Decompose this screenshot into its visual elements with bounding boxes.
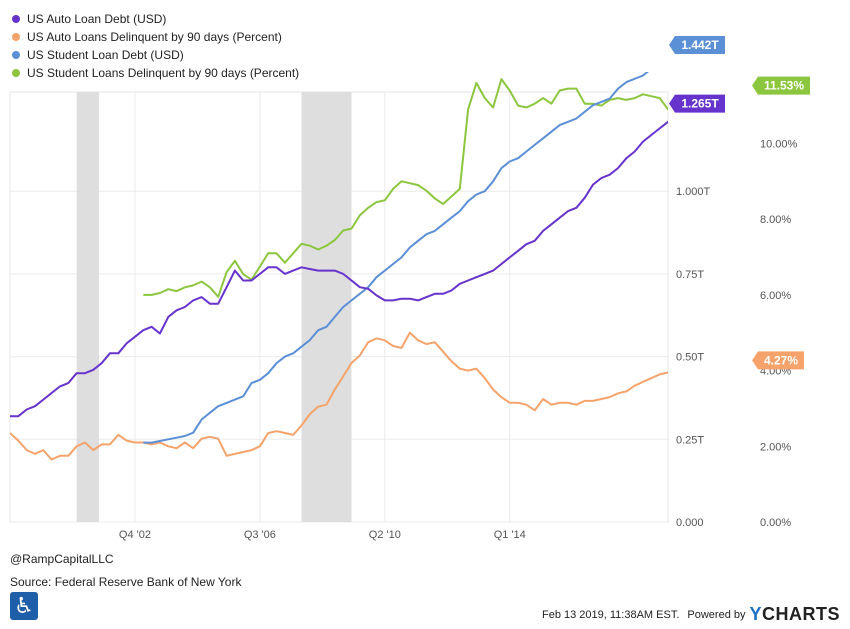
value-tag: 11.53% [752, 76, 810, 95]
series-line [143, 72, 649, 444]
footer-credit: Feb 13 2019, 11:38AM EST. Powered by YCH… [542, 604, 840, 625]
powered-by-label: Powered by [687, 608, 746, 621]
value-tag: 4.27% [752, 351, 804, 370]
series-line [10, 120, 668, 418]
ycharts-logo[interactable]: YCHARTS [749, 604, 840, 624]
value-tag-label: 11.53% [764, 79, 804, 93]
legend-item[interactable]: US Auto Loans Delinquent by 90 days (Per… [12, 28, 299, 46]
right-axis-tick-label: 6.00% [760, 290, 791, 302]
legend-dot [12, 33, 20, 41]
legend-dot [12, 69, 20, 77]
value-tag-shape [669, 94, 725, 113]
legend-dot [12, 51, 20, 59]
series-line [143, 78, 668, 298]
recession-band [76, 92, 99, 522]
right-axis-tick-label: 8.00% [760, 214, 791, 226]
timestamp: Feb 13 2019, 11:38AM EST. [542, 608, 680, 621]
value-tag: 1.265T [669, 94, 725, 113]
x-axis-tick-label: Q1 '14 [494, 529, 526, 541]
right-axis-tick-label: 2.00% [760, 441, 791, 453]
right-axis-tick-label: 10.00% [760, 138, 798, 150]
value-tag: 1.442T [669, 36, 725, 55]
source-note: Source: Federal Reserve Bank of New York [10, 575, 242, 589]
x-axis-tick-label: Q3 '06 [244, 529, 276, 541]
value-tag-label: 1.442T [681, 38, 719, 52]
legend-label: US Student Loans Delinquent by 90 days (… [27, 66, 300, 80]
chart-legend: US Auto Loan Debt (USD) US Auto Loans Del… [12, 10, 299, 82]
value-tag-label: 1.265T [681, 97, 719, 111]
chart-svg: 0.0000.25T0.50T0.75T1.000T1.25T0.00%2.00… [9, 36, 810, 541]
legend-dot [12, 15, 20, 23]
left-axis-tick-label: 0.50T [676, 352, 704, 364]
value-tag-label: 4.27% [764, 353, 798, 367]
legend-label: US Auto Loan Debt (USD) [27, 12, 167, 26]
left-axis-tick-label: 1.000T [676, 186, 711, 198]
left-axis-tick-label: 0.000 [676, 517, 704, 529]
wheelchair-icon[interactable]: ♿ [10, 592, 38, 620]
value-tag-shape [669, 36, 725, 55]
series-line [10, 331, 668, 461]
attribution-handle: @RampCapitalLLC [10, 552, 114, 566]
x-axis-tick-label: Q4 '02 [119, 529, 151, 541]
x-axis-tick-label: Q2 '10 [369, 529, 401, 541]
legend-item[interactable]: US Student Loan Debt (USD) [12, 46, 299, 64]
value-tag-shape [752, 351, 804, 370]
legend-label: US Student Loan Debt (USD) [27, 48, 184, 62]
right-axis-tick-label: 0.00% [760, 517, 791, 529]
legend-item[interactable]: US Student Loans Delinquent by 90 days (… [12, 64, 299, 82]
legend-item[interactable]: US Auto Loan Debt (USD) [12, 10, 299, 28]
left-axis-tick-label: 0.75T [676, 269, 704, 281]
left-axis-tick-label: 0.25T [676, 434, 704, 446]
legend-label: US Auto Loans Delinquent by 90 days (Per… [27, 30, 282, 44]
value-tag-shape [752, 76, 810, 95]
